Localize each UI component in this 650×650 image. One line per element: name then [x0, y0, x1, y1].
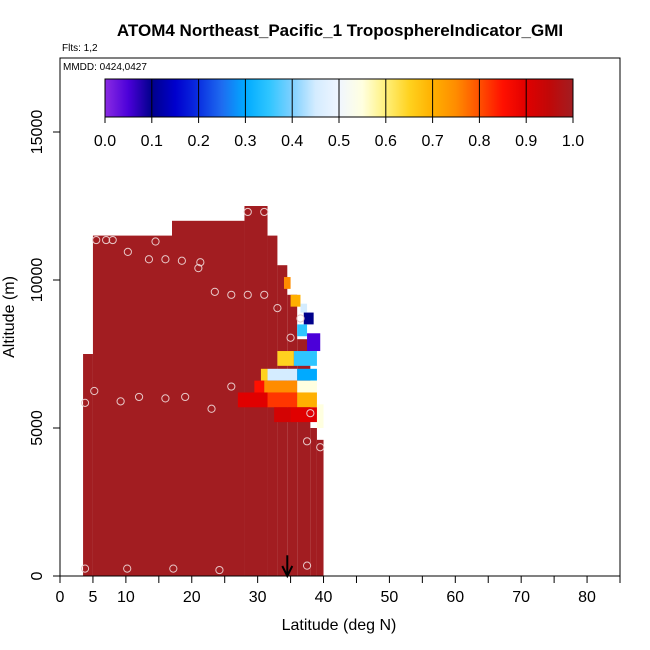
heat-cell [274, 407, 291, 423]
measurement-point [243, 207, 252, 217]
profile-column [92, 235, 172, 576]
heat-cell [297, 368, 317, 381]
colorbar-tick-label: 0.4 [281, 133, 303, 150]
measurement-point [169, 564, 178, 573]
measurement-point [260, 207, 269, 217]
colorbar-tick-label: 0.8 [468, 133, 490, 150]
x-tick-label: 10 [117, 589, 135, 606]
heat-cell [254, 380, 265, 393]
chart-title: ATOM4 Northeast_Pacific_1 TroposphereInd… [117, 21, 563, 40]
measurement-point [316, 443, 325, 452]
x-axis-label: Latitude (deg N) [282, 617, 397, 634]
measurement-point [227, 290, 236, 299]
colorbar-tick-label: 0.0 [94, 133, 116, 150]
colorbar-tick-label: 0.5 [328, 133, 350, 150]
colorbar-tick-label: 0.6 [375, 133, 397, 150]
y-tick-label: 5000 [29, 410, 46, 446]
heat-cell [297, 324, 308, 337]
heat-cell [267, 392, 298, 408]
flights-label: Flts: 1,2 [62, 43, 98, 54]
heat-cell [267, 368, 298, 381]
colorbar-tick-label: 0.1 [141, 133, 163, 150]
location-arrow-head [281, 565, 294, 579]
measurement-point [243, 290, 252, 299]
measurement-point [108, 235, 117, 245]
plot-area [80, 206, 325, 576]
measurement-point [161, 394, 170, 403]
x-tick-label: 0 [56, 589, 65, 606]
measurement-point [161, 255, 170, 264]
x-tick-label: 60 [446, 589, 464, 606]
colorbar: 0.0 0.1 0.2 0.3 0.4 0.5 0.6 0.7 0.8 0.9 1.0 [94, 78, 584, 150]
heat-cell [264, 380, 298, 393]
y-axis-label: Altitude (m) [1, 276, 18, 358]
measurement-point [123, 247, 132, 256]
measurement-point [116, 397, 125, 406]
y-tick-label: 10000 [29, 258, 46, 303]
measurement-point [227, 382, 236, 391]
measurement-point [196, 258, 205, 267]
y-axis: 0 5000 10000 15000 [29, 110, 60, 580]
measurement-point [207, 404, 216, 413]
heat-cell [290, 407, 321, 423]
measurement-point [80, 564, 90, 573]
measurement-point [151, 237, 160, 246]
measurement-point [123, 564, 132, 573]
heat-cell [284, 277, 291, 289]
x-axis: 0 5 10 20 30 40 50 60 70 80 [56, 575, 621, 606]
colorbar-tick-label: 0.9 [515, 133, 537, 150]
measurement-point [286, 333, 295, 342]
heat-cell [316, 404, 324, 428]
measurement-point [273, 304, 282, 313]
profile-column [83, 354, 93, 576]
profile-column [172, 220, 245, 576]
heat-cell [260, 368, 268, 381]
measurement-point [92, 235, 101, 245]
x-tick-label: 5 [88, 589, 97, 606]
measurement-point [306, 409, 315, 418]
heat-cell [237, 392, 268, 408]
heat-cell [297, 392, 317, 408]
y-tick-label: 15000 [29, 110, 46, 155]
profile-column [316, 439, 324, 576]
x-tick-label: 30 [249, 589, 267, 606]
measurement-point [296, 314, 305, 323]
heat-cell [277, 351, 294, 366]
x-tick-label: 20 [183, 589, 201, 606]
dates-label: MMDD: 0424,0427 [63, 62, 147, 73]
measurement-point [181, 392, 190, 402]
measurement-point [177, 256, 186, 265]
measurement-point [215, 565, 224, 575]
colorbar-frame [104, 78, 574, 118]
measurement-point [194, 264, 203, 273]
measurement-point [302, 561, 312, 570]
measurement-point [102, 235, 111, 245]
y-tick-label: 0 [29, 571, 46, 580]
heat-cell [303, 312, 314, 325]
measurement-point [210, 287, 219, 296]
profile-column [287, 294, 298, 576]
x-tick-label: 50 [381, 589, 399, 606]
profile-column [310, 428, 317, 576]
colorbar-tick-label: 1.0 [562, 133, 584, 150]
colorbar-tick-label: 0.7 [421, 133, 443, 150]
heat-cell [290, 294, 301, 307]
heat-cell [307, 333, 321, 352]
measurement-point [302, 437, 312, 446]
x-tick-label: 80 [578, 589, 596, 606]
colorbar-tick-label: 0.3 [234, 133, 256, 150]
measurement-point [260, 290, 269, 299]
x-tick-label: 70 [512, 589, 530, 606]
measurement-point [144, 255, 154, 264]
colorbar-tick-label: 0.2 [187, 133, 209, 150]
x-tick-label: 40 [315, 589, 333, 606]
heat-cell [297, 380, 317, 393]
measurement-point [90, 386, 99, 396]
heat-cell [300, 303, 308, 313]
heat-cell [293, 351, 317, 366]
measurement-point [134, 392, 144, 402]
measurement-point [80, 398, 90, 407]
